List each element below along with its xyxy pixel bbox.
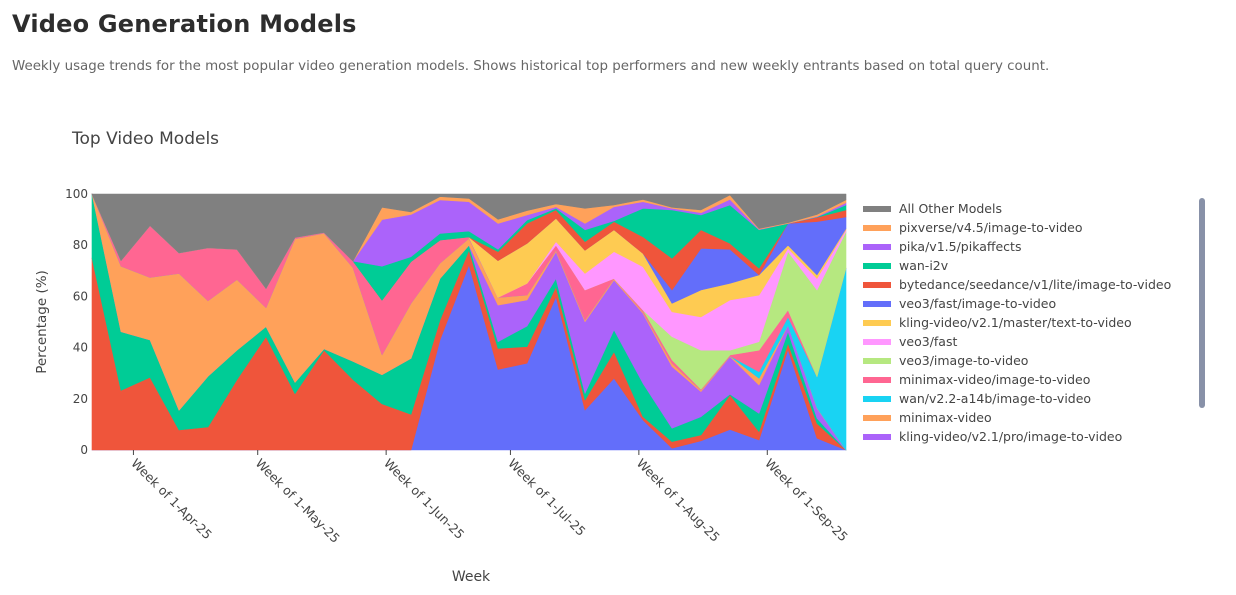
legend-label: minimax-video/image-to-video [899, 372, 1091, 387]
area-all-other-models[interactable] [91, 193, 847, 289]
x-axis-title: Week [452, 569, 491, 585]
legend-item[interactable]: minimax-video/image-to-video [858, 370, 1208, 389]
x-tick-label: Week of 1-Sep-25 [762, 456, 851, 545]
legend-item[interactable]: pika/v1.5/pikaffects [858, 237, 1208, 256]
y-tick-label: 100 [65, 187, 88, 201]
legend-swatch-icon [863, 243, 891, 250]
legend-item[interactable]: veo3/fast/image-to-video [858, 294, 1208, 313]
legend-label: wan/v2.2-a14b/image-to-video [899, 391, 1092, 406]
y-tick-label: 0 [80, 443, 88, 457]
y-tick-label: 60 [73, 289, 88, 303]
y-tick-label: 40 [73, 341, 88, 355]
legend-item[interactable]: wan/v2.2-a14b/image-to-video [858, 389, 1208, 408]
legend-item[interactable]: All Other Models [858, 199, 1208, 218]
legend-label: All Other Models [899, 201, 1002, 216]
legend-item[interactable]: kling-video/v2.1/pro/image-to-video [858, 427, 1208, 446]
y-axis: 0 20 40 60 80 100 [65, 187, 88, 457]
legend-label: pixverse/v4.5/image-to-video [899, 220, 1083, 235]
legend-label: bytedance/seedance/v1/lite/image-to-vide… [899, 277, 1172, 292]
page-title: Video Generation Models [12, 10, 357, 38]
legend-label: pika/v1.5/pikaffects [899, 239, 1022, 254]
legend-label: kling-video/v2.1/master/text-to-video [899, 315, 1132, 330]
y-tick-label: 80 [73, 238, 88, 252]
chart-title: Top Video Models [71, 129, 219, 149]
legend-item[interactable]: veo3/image-to-video [858, 351, 1208, 370]
legend-swatch-icon [863, 319, 891, 326]
legend-swatch-icon [863, 281, 891, 288]
legend-swatch-icon [863, 395, 891, 402]
legend-item[interactable]: minimax-video [858, 408, 1208, 427]
legend: All Other Models pixverse/v4.5/image-to-v… [858, 199, 1208, 447]
legend-swatch-icon [863, 338, 891, 345]
legend-item[interactable]: wan-i2v [858, 256, 1208, 275]
legend-item[interactable]: kling-video/v2.1/master/text-to-video [858, 313, 1208, 332]
legend-swatch-icon [863, 433, 891, 440]
legend-swatch-icon [863, 300, 891, 307]
legend-item[interactable]: bytedance/seedance/v1/lite/image-to-vide… [858, 275, 1208, 294]
y-axis-title: Percentage (%) [34, 270, 50, 374]
legend-scrollbar[interactable] [1199, 198, 1205, 408]
x-tick-label: Week of 1-Aug-25 [634, 456, 723, 545]
legend-swatch-icon [863, 376, 891, 383]
legend-label: kling-video/v2.1/pro/image-to-video [899, 429, 1123, 444]
legend-label: veo3/fast/image-to-video [899, 296, 1057, 311]
legend-swatch-icon [863, 224, 891, 231]
x-axis: Week of 1-Apr-25 Week of 1-May-25 Week of … [128, 450, 851, 546]
plot-area [91, 193, 847, 451]
legend-swatch-icon [863, 414, 891, 421]
legend-swatch-icon [863, 205, 891, 212]
x-tick-label: Week of 1-Jul-25 [505, 456, 588, 539]
legend-item[interactable]: veo3/fast [858, 332, 1208, 351]
page-subtitle: Weekly usage trends for the most popular… [12, 59, 1050, 74]
legend-label: minimax-video [899, 410, 992, 425]
legend-label: veo3/image-to-video [899, 353, 1029, 368]
legend-item[interactable]: pixverse/v4.5/image-to-video [858, 218, 1208, 237]
x-tick-label: Week of 1-May-25 [253, 456, 343, 546]
legend-label: veo3/fast [899, 334, 958, 349]
legend-swatch-icon [863, 262, 891, 269]
x-tick-label: Week of 1-Apr-25 [128, 456, 215, 543]
y-tick-label: 20 [73, 392, 88, 406]
legend-label: wan-i2v [899, 258, 949, 273]
legend-swatch-icon [863, 357, 891, 364]
x-tick-label: Week of 1-Jun-25 [381, 456, 468, 543]
